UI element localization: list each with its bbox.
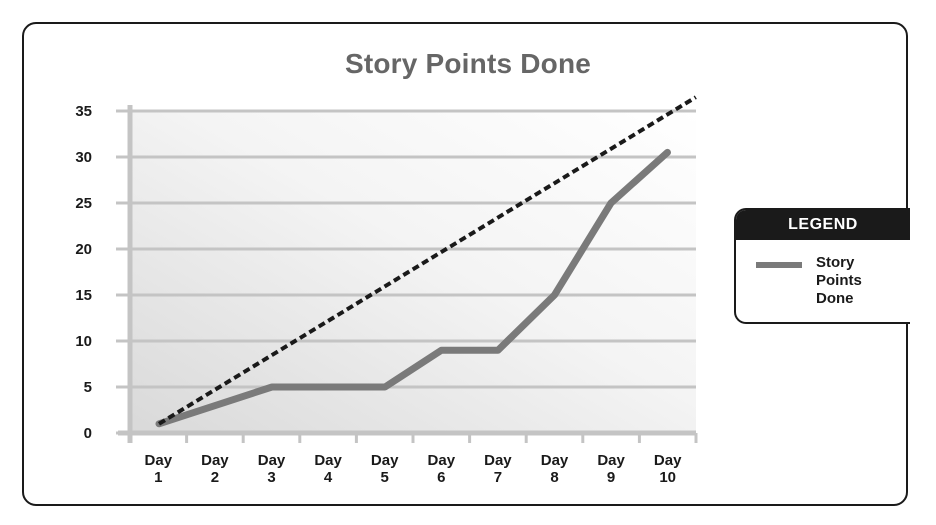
y-tick-label-30: 30 (75, 149, 92, 166)
legend: LEGEND Story Points Done (734, 208, 910, 324)
x-tick-label-1: Day (145, 452, 173, 469)
series-line-story-points (155, 148, 671, 428)
y-tick-label-15: 15 (75, 287, 92, 304)
x-tick-number-8: 8 (550, 469, 558, 486)
x-tick-number-9: 9 (607, 469, 615, 486)
x-tick-number-2: 2 (211, 469, 219, 486)
y-tick-label-35: 35 (75, 103, 92, 120)
x-tick-label-10: Day (654, 452, 682, 469)
x-axis-ticks: Day1Day2Day3Day4Day5Day6Day7Day8Day9Day1… (145, 452, 683, 486)
x-tick-label-6: Day (428, 452, 456, 469)
x-tick-label-5: Day (371, 452, 399, 469)
x-tick-label-9: Day (597, 452, 625, 469)
y-tick-label-25: 25 (75, 195, 92, 212)
legend-entry: Story Points Done (736, 240, 910, 322)
x-tick-label-4: Day (314, 452, 342, 469)
x-tick-number-6: 6 (437, 469, 445, 486)
x-tick-label-8: Day (541, 452, 569, 469)
legend-label: Story Points Done (816, 254, 862, 307)
x-tick-number-1: 1 (154, 469, 162, 486)
y-axis-ticks: 0 5 10 15 20 25 30 35 (75, 103, 92, 442)
x-tick-number-7: 7 (494, 469, 502, 486)
dashed-series-line (157, 95, 697, 426)
x-tick-number-10: 10 (659, 469, 676, 486)
plot-area (130, 111, 696, 433)
y-tick-label-20: 20 (75, 241, 92, 258)
chart-title: Story Points Done (344, 48, 592, 79)
legend-swatch (756, 262, 802, 268)
y-tick-label-10: 10 (75, 333, 92, 350)
x-tick-number-5: 5 (381, 469, 389, 486)
x-tick-label-7: Day (484, 452, 512, 469)
x-tick-number-3: 3 (267, 469, 275, 486)
x-tick-label-2: Day (201, 452, 229, 469)
y-tick-label-5: 5 (84, 379, 92, 396)
series (155, 95, 697, 428)
axes (116, 105, 698, 443)
y-tick-label-0: 0 (84, 425, 92, 442)
legend-title: LEGEND (736, 210, 910, 240)
x-tick-label-3: Day (258, 452, 286, 469)
gridlines (130, 109, 696, 389)
x-tick-number-4: 4 (324, 469, 333, 486)
